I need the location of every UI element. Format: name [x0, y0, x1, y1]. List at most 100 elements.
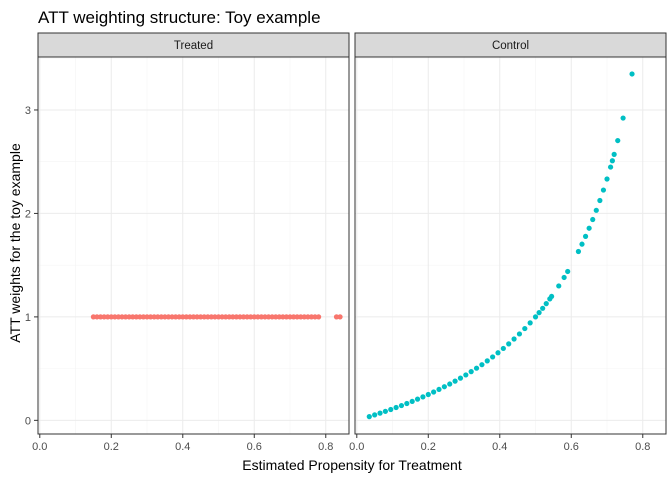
data-point — [294, 314, 300, 320]
data-point — [212, 314, 218, 320]
data-point — [441, 384, 447, 390]
data-point — [251, 314, 257, 320]
x-tick-label: 0.6 — [247, 441, 262, 453]
data-point — [233, 314, 239, 320]
data-point — [208, 314, 214, 320]
data-point — [305, 314, 311, 320]
data-point — [215, 314, 222, 320]
y-tick-label: 1 — [25, 312, 31, 324]
data-point — [522, 325, 528, 332]
chart-panels: Treated Control — [37, 32, 667, 435]
data-point — [176, 314, 182, 320]
data-point — [137, 314, 143, 320]
data-point — [105, 314, 111, 320]
data-point — [158, 314, 164, 320]
data-point — [187, 314, 193, 320]
data-point — [298, 314, 304, 320]
data-point — [388, 406, 394, 413]
data-point — [382, 408, 388, 414]
x-tick-label: 0.8 — [635, 441, 650, 453]
data-point — [377, 410, 383, 416]
x-tick-label: 0.0 — [32, 441, 47, 453]
data-point — [162, 314, 168, 320]
panel-background — [38, 57, 349, 434]
facet-strip-label: Control — [492, 40, 529, 52]
data-point — [536, 310, 542, 316]
data-point — [148, 314, 154, 320]
data-point — [484, 358, 490, 364]
data-point — [316, 314, 322, 320]
data-point — [479, 362, 485, 368]
facet-strip — [354, 32, 667, 58]
data-point — [165, 314, 172, 320]
data-point — [276, 314, 282, 320]
data-point — [97, 314, 104, 320]
series-points-control — [366, 71, 635, 420]
data-point — [457, 375, 464, 381]
data-point — [151, 314, 157, 320]
data-point — [425, 391, 431, 398]
data-point — [540, 305, 546, 311]
y-tick-label: 3 — [25, 105, 31, 117]
data-point — [194, 314, 200, 320]
data-point — [620, 115, 626, 121]
data-point — [115, 314, 122, 320]
data-point — [265, 314, 272, 320]
data-point — [431, 389, 437, 395]
panel-background — [355, 57, 666, 434]
data-point — [600, 187, 607, 193]
x-tick-label: 0.2 — [421, 441, 436, 453]
data-point — [230, 314, 236, 320]
data-point — [409, 398, 415, 405]
data-point — [615, 137, 621, 144]
data-point — [133, 314, 139, 320]
data-point — [452, 378, 458, 384]
data-point — [579, 241, 585, 247]
y-tick-label: 2 — [25, 208, 31, 220]
data-point — [283, 314, 290, 320]
data-point — [108, 314, 114, 320]
data-point — [611, 151, 617, 157]
data-point — [169, 314, 175, 320]
data-point — [290, 314, 297, 320]
data-point — [590, 216, 596, 223]
data-point — [404, 400, 410, 407]
data-point — [248, 314, 254, 320]
data-point — [126, 314, 132, 320]
data-point — [398, 402, 405, 409]
data-point — [180, 314, 186, 320]
data-point — [258, 314, 265, 320]
x-tick-label: 0.6 — [564, 441, 579, 453]
data-point — [511, 336, 517, 342]
data-point — [101, 314, 107, 320]
data-point — [144, 314, 150, 320]
data-point — [155, 314, 161, 320]
data-point — [198, 314, 204, 320]
x-tick-label: 0.8 — [318, 441, 333, 453]
data-point — [629, 71, 635, 77]
data-point — [582, 233, 589, 239]
data-point — [140, 314, 147, 320]
data-point — [312, 314, 318, 320]
data-point — [269, 314, 275, 320]
data-point — [173, 314, 179, 320]
data-point — [226, 314, 232, 320]
data-point — [130, 314, 136, 320]
data-point — [604, 176, 610, 182]
data-point — [506, 341, 512, 347]
data-point — [575, 248, 582, 255]
data-point — [393, 404, 399, 411]
data-point — [119, 314, 125, 320]
data-point — [201, 314, 207, 320]
chart-title: ATT weighting structure: Toy example — [38, 8, 321, 27]
data-point — [516, 331, 523, 337]
data-point — [244, 314, 250, 320]
data-point — [607, 164, 614, 170]
data-point — [549, 293, 555, 300]
data-point — [609, 158, 615, 164]
data-point — [301, 314, 307, 320]
data-point — [122, 314, 129, 320]
data-point — [420, 394, 426, 400]
facet-strip — [37, 32, 350, 58]
